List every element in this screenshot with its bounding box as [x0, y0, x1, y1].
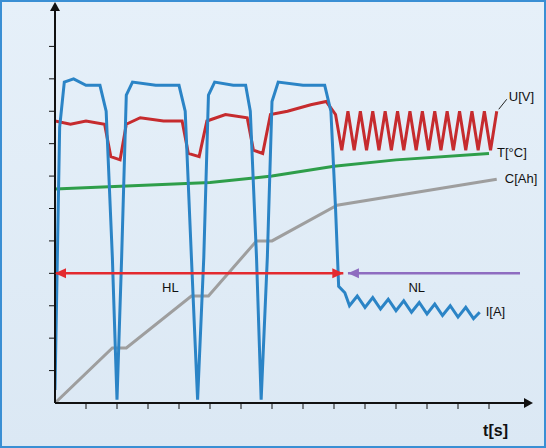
svg-text:U[V]: U[V] [509, 89, 534, 104]
svg-text:I[A]: I[A] [486, 304, 506, 319]
svg-text:NL: NL [408, 280, 425, 295]
svg-text:C[Ah]: C[Ah] [505, 171, 538, 186]
svg-text:T[°C]: T[°C] [497, 145, 527, 160]
svg-text:HL: HL [162, 280, 179, 295]
svg-text:t[s]: t[s] [483, 422, 508, 439]
